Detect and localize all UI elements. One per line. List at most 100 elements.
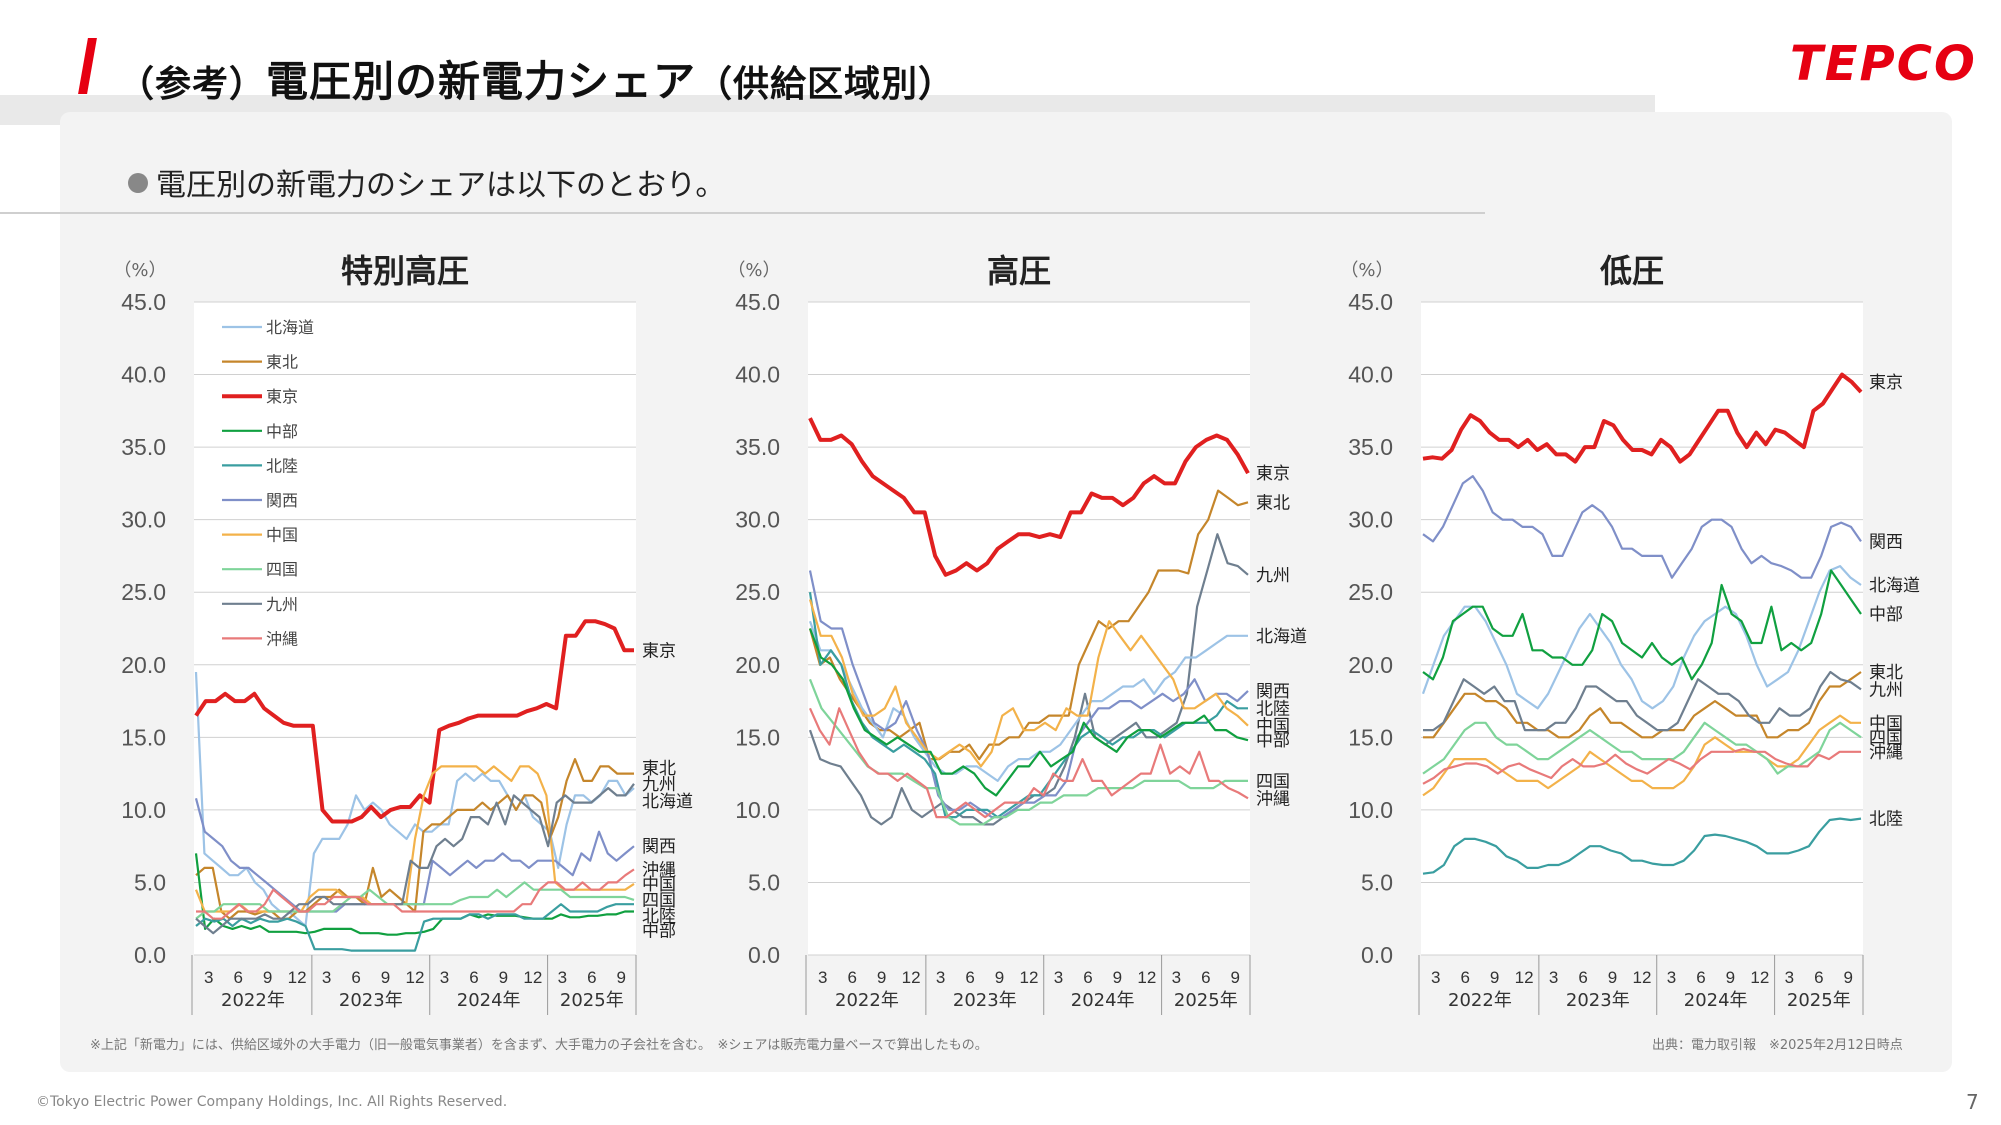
- chart3-ytick-label: 35.0: [1348, 434, 1393, 460]
- chart3-xtick-label: 3: [1785, 968, 1794, 987]
- title-prefix: （参考）: [118, 64, 267, 105]
- chart3-xtick-label: 6: [1460, 968, 1469, 987]
- chart1-xtick-label: 12: [288, 968, 307, 987]
- chart1-xtick-label: 6: [587, 968, 596, 987]
- chart3-end-label: 東京: [1869, 373, 1903, 393]
- chart3-xtick-label: 9: [1490, 968, 1499, 987]
- chart1-series-line: [195, 881, 635, 920]
- chart3-ylabel: （%）: [1340, 260, 1393, 281]
- chart2-xtick-label: 12: [902, 968, 921, 987]
- summary-text: 電圧別の新電力のシェアは以下のとおり。: [156, 168, 726, 203]
- chart3-ytick-label: 45.0: [1348, 289, 1393, 315]
- chart1-legend-label: 関西: [266, 491, 298, 510]
- copyright: ©Tokyo Electric Power Company Holdings, …: [36, 1094, 508, 1110]
- chart2-series-line: [808, 533, 1249, 826]
- chart2-ytick-label: 0.0: [748, 942, 780, 968]
- chart2-year-label: 2024年: [1071, 990, 1135, 1011]
- chart1-end-label: 沖縄: [642, 860, 676, 880]
- chart3-ytick-label: 30.0: [1348, 507, 1393, 533]
- chart1-xtick-label: 6: [233, 968, 242, 987]
- chart2-xtick-label: 9: [877, 968, 886, 987]
- chart1-xtick-label: 9: [263, 968, 272, 987]
- chart1-end-label: 東北: [642, 759, 676, 779]
- chart2-xtick-label: 3: [936, 968, 945, 987]
- chart2-year-label: 2022年: [835, 990, 899, 1011]
- title-suffix: （供給区域別）: [696, 64, 956, 105]
- chart3-xtick-label: 9: [1726, 968, 1735, 987]
- chart3-series-line: [1422, 817, 1862, 875]
- chart3-plot-area: [1421, 302, 1863, 955]
- page-title: （参考）電圧別の新電力シェア（供給区域別）: [118, 48, 955, 109]
- chart2-xtick-label: 6: [1201, 968, 1210, 987]
- chart1-xtick-label: 6: [351, 968, 360, 987]
- chart2-xtick-label: 3: [818, 968, 827, 987]
- chart2-xtick-label: 3: [1054, 968, 1063, 987]
- chart1-xtick-label: 9: [381, 968, 390, 987]
- chart2-plot-area: [808, 302, 1250, 955]
- chart2-series-line: [808, 628, 1249, 797]
- chart1-legend-label: 東北: [266, 353, 298, 372]
- chart1-end-label: 中国: [642, 875, 676, 895]
- chart3-xtick-label: 12: [1515, 968, 1534, 987]
- chart2-ytick-label: 25.0: [735, 579, 780, 605]
- chart2-xtick-label: 9: [995, 968, 1004, 987]
- chart1-ytick-label: 10.0: [121, 797, 166, 823]
- chart2-series-line: [808, 620, 1248, 783]
- title-main: 電圧別の新電力シェア: [266, 57, 697, 106]
- chart1-xtick-label: 6: [469, 968, 478, 987]
- chart2-end-label: 東京: [1256, 464, 1290, 484]
- chart1-ytick-label: 45.0: [121, 289, 166, 315]
- chart2-series-line: [808, 570, 1249, 819]
- tepco-logo: TEPCO: [1790, 36, 1977, 92]
- chart2-end-label: 関西: [1256, 682, 1290, 702]
- chart3-series-line: [1422, 747, 1861, 785]
- chart2-ytick-label: 35.0: [735, 434, 780, 460]
- chart3-end-label: 関西: [1869, 532, 1903, 552]
- chart2-end-label: 中国: [1256, 717, 1290, 737]
- chart3-xtick-label: 12: [1633, 968, 1652, 987]
- chart1-ytick-label: 25.0: [121, 579, 166, 605]
- chart3-xtick-label: 9: [1844, 968, 1853, 987]
- chart1-year-label: 2025年: [560, 990, 624, 1011]
- chart1-end-label: 九州: [642, 775, 676, 795]
- chart3-series-line: [1423, 670, 1862, 732]
- chart1-series-line: [194, 619, 634, 824]
- chart1-xtick-label: 12: [406, 968, 425, 987]
- chart3-ytick-label: 40.0: [1348, 362, 1393, 388]
- chart3-end-label: 北海道: [1869, 576, 1920, 596]
- chart3-end-label: 東北: [1869, 663, 1903, 683]
- summary-bullet: 電圧別の新電力のシェアは以下のとおり。: [128, 160, 725, 204]
- chart2-year-label: 2023年: [953, 990, 1017, 1011]
- chart1-xtick-label: 3: [558, 968, 567, 987]
- chart3-year-label: 2024年: [1684, 990, 1748, 1011]
- chart1-ytick-label: 20.0: [121, 652, 166, 678]
- chart2-xtick-label: 3: [1172, 968, 1181, 987]
- chart2-xtick-label: 6: [1083, 968, 1092, 987]
- chart3-ytick-label: 5.0: [1361, 869, 1393, 895]
- chart3-series-line: [1422, 372, 1863, 464]
- chart2-end-label: 九州: [1256, 566, 1290, 586]
- chart2-xtick-label: 6: [965, 968, 974, 987]
- chart3-ytick-label: 20.0: [1348, 652, 1393, 678]
- chart2-end-label: 東北: [1256, 493, 1290, 513]
- chart1-ytick-label: 35.0: [121, 434, 166, 460]
- chart1-title: 特別高圧: [341, 252, 469, 290]
- chart1-legend-label: 九州: [266, 595, 298, 614]
- chart1-legend-label: 中部: [266, 422, 298, 441]
- chart3-ytick-label: 0.0: [1361, 942, 1393, 968]
- chart1-ylabel: （%）: [113, 260, 166, 281]
- chart3-xtick-label: 3: [1431, 968, 1440, 987]
- chart3-series-line: [1421, 564, 1862, 710]
- chart2-ytick-label: 40.0: [735, 362, 780, 388]
- chart2-year-label: 2025年: [1174, 990, 1238, 1011]
- chart2-ytick-label: 30.0: [735, 507, 780, 533]
- chart1-end-label: 中部: [642, 921, 676, 941]
- chart1-legend-label: 東京: [266, 387, 298, 406]
- chart3-series-line: [1422, 475, 1862, 579]
- chart3-xtick-label: 6: [1696, 968, 1705, 987]
- chart1-year-label: 2023年: [339, 990, 403, 1011]
- chart2-ytick-label: 20.0: [735, 652, 780, 678]
- chart1-legend-label: 北海道: [266, 318, 314, 337]
- chart1-year-label: 2022年: [221, 990, 285, 1011]
